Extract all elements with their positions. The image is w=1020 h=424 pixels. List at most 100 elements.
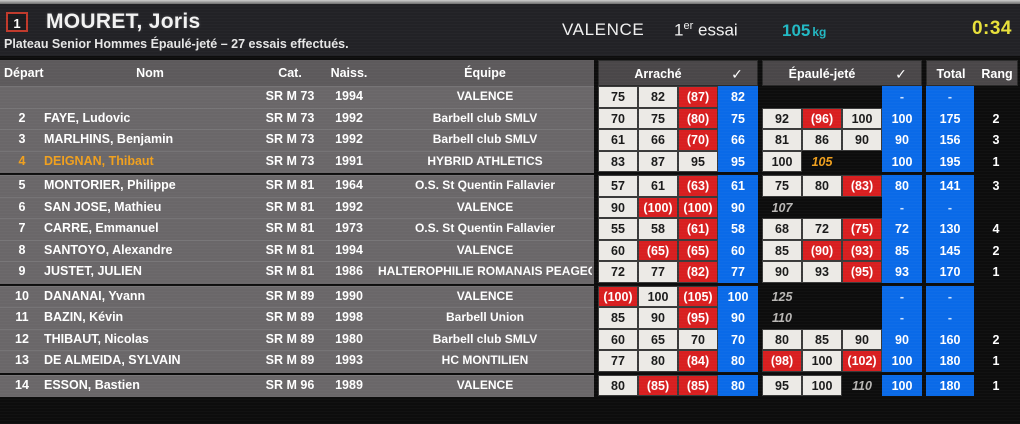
attempt-cell[interactable]: 85	[762, 239, 802, 261]
attempt-cell[interactable]: 100	[762, 150, 802, 172]
attempt-cell[interactable]	[842, 307, 882, 329]
attempt-cell[interactable]	[842, 197, 882, 219]
attempt-cell[interactable]	[802, 197, 842, 219]
attempt-cell[interactable]: (85)	[638, 374, 678, 396]
table-row[interactable]: 4 DEIGNAN, Thibaut SR M 73 1991 HYBRID ATHLE…	[0, 150, 1020, 173]
attempt-cell[interactable]: 110	[772, 311, 792, 325]
attempt-cell[interactable]: 92	[762, 107, 802, 129]
attempt-cell[interactable]: 125	[771, 289, 793, 304]
attempt-cell[interactable]: 65	[638, 328, 678, 350]
attempt-cell[interactable]: 90	[638, 307, 678, 329]
table-row[interactable]: 11 BAZIN, Kévin SR M 89 1998 Barbell Union 85…	[0, 307, 1020, 330]
attempt-cell[interactable]: (100)	[598, 285, 638, 307]
attempt-cell[interactable]: 57	[598, 175, 638, 197]
attempt-cell[interactable]: 70	[678, 328, 718, 350]
table-row[interactable]: 8 SANTOYO, Alexandre SR M 81 1994 VALENCE 60(…	[0, 239, 1020, 262]
table-row[interactable]: 10 DANANAI, Yvann SR M 89 1990 VALENCE (100) 1…	[0, 285, 1020, 308]
attempt-cell[interactable]	[802, 307, 842, 329]
table-row[interactable]: 14 ESSON, Bastien SR M 96 1989 VALENCE 80 (85)…	[0, 374, 1020, 397]
attempt-cell[interactable]: 93	[802, 261, 842, 283]
attempt-cell[interactable]: 100	[802, 350, 842, 372]
attempt-cell[interactable]: (90)	[802, 239, 842, 261]
table-row[interactable]: 2 FAYE, Ludovic SR M 73 1992 Barbell club SM…	[0, 107, 1020, 130]
attempt-cell[interactable]: 85	[598, 307, 638, 329]
attempt-cell[interactable]: (84)	[678, 350, 718, 372]
attempt-cell[interactable]	[762, 86, 802, 108]
attempt-cell[interactable]	[842, 151, 882, 173]
table-row[interactable]: 12 THIBAUT, Nicolas SR M 89 1980 Barbell clu…	[0, 328, 1020, 351]
attempt-cell[interactable]: (63)	[678, 175, 718, 197]
attempt-cell[interactable]: (93)	[842, 239, 882, 261]
attempt-cell[interactable]: (83)	[842, 175, 882, 197]
attempt-cell[interactable]: 58	[638, 218, 678, 240]
attempt-cell[interactable]: (96)	[802, 107, 842, 129]
attempt-cell[interactable]: 80	[598, 374, 638, 396]
table-row[interactable]: 7 CARRE, Emmanuel SR M 81 1973 O.S. St Quent…	[0, 218, 1020, 241]
attempt-cell[interactable]: 90	[598, 196, 638, 218]
attempt-cell[interactable]: 75	[762, 175, 802, 197]
attempt-cell[interactable]: 61	[638, 175, 678, 197]
attempt-cell[interactable]: 80	[762, 328, 802, 350]
attempt-cell[interactable]: 70	[598, 107, 638, 129]
attempt-cell[interactable]: (85)	[678, 374, 718, 396]
attempt-cell[interactable]: 83	[598, 150, 638, 172]
attempt-cell[interactable]	[802, 286, 842, 308]
cell-rank	[974, 197, 1018, 219]
attempt-cell[interactable]: 75	[638, 107, 678, 129]
attempt-cell[interactable]: 90	[842, 328, 882, 350]
attempt-cell[interactable]: (80)	[678, 107, 718, 129]
table-row[interactable]: 6 SAN JOSE, Mathieu SR M 81 1992 VALENCE 90 (1…	[0, 196, 1020, 219]
attempt-cell[interactable]: (65)	[638, 239, 678, 261]
attempt-cell[interactable]: (100)	[638, 196, 678, 218]
attempt-cell[interactable]: 60	[598, 328, 638, 350]
attempt-cell[interactable]: 95	[762, 374, 802, 396]
attempt-cell[interactable]: 60	[598, 239, 638, 261]
attempt-cell[interactable]: 55	[598, 218, 638, 240]
attempt-cell[interactable]: 90	[842, 129, 882, 151]
attempt-cell[interactable]: 77	[638, 261, 678, 283]
attempt-cell[interactable]: 107	[771, 200, 793, 215]
attempt-cell[interactable]: 110	[852, 378, 872, 393]
attempt-cell[interactable]: (98)	[762, 350, 802, 372]
attempt-cell[interactable]	[842, 86, 882, 108]
table-row[interactable]: 9 JUSTET, JULIEN SR M 81 1986 HALTEROPHILIE …	[0, 261, 1020, 284]
attempt-cell[interactable]: 75	[598, 86, 638, 108]
attempt-cell[interactable]: (87)	[678, 86, 718, 108]
attempt-cell[interactable]: 72	[598, 261, 638, 283]
attempt-cell[interactable]: 100	[638, 285, 678, 307]
attempt-cell[interactable]: (70)	[678, 129, 718, 151]
attempt-cell[interactable]: (105)	[678, 285, 718, 307]
attempt-cell[interactable]: 100	[842, 107, 882, 129]
attempt-cell[interactable]: 72	[802, 218, 842, 240]
attempt-cell[interactable]: (100)	[678, 196, 718, 218]
attempt-cell[interactable]: 80	[802, 175, 842, 197]
attempt-cell[interactable]: 68	[762, 218, 802, 240]
attempt-cell[interactable]: (65)	[678, 239, 718, 261]
attempt-cell[interactable]: 66	[638, 129, 678, 151]
attempt-cell[interactable]: (75)	[842, 218, 882, 240]
table-row[interactable]: 13 DE ALMEIDA, SYLVAIN SR M 89 1993 HC MONTI…	[0, 350, 1020, 373]
attempt-cell[interactable]: (95)	[678, 307, 718, 329]
table-row[interactable]: SR M 73 1994 VALENCE 75 82 (87) 82- -	[0, 86, 1020, 109]
table-row[interactable]: 3 MARLHINS, Benjamin SR M 73 1992 Barbell cl…	[0, 129, 1020, 152]
attempt-cell[interactable]: (61)	[678, 218, 718, 240]
attempt-cell[interactable]	[802, 86, 842, 108]
table-row[interactable]: 5 MONTORIER, Philippe SR M 81 1964 O.S. St Q…	[0, 175, 1020, 198]
attempt-cell[interactable]: 61	[598, 129, 638, 151]
attempt-cell[interactable]: (102)	[842, 350, 882, 372]
attempt-cell[interactable]: 95	[678, 150, 718, 172]
attempt-cell[interactable]: 86	[802, 129, 842, 151]
attempt-cell[interactable]: 80	[638, 350, 678, 372]
attempt-cell[interactable]: 105	[811, 154, 833, 169]
attempt-cell[interactable]: (95)	[842, 261, 882, 283]
attempt-cell[interactable]: (82)	[678, 261, 718, 283]
attempt-cell[interactable]: 81	[762, 129, 802, 151]
attempt-cell[interactable]: 87	[638, 150, 678, 172]
attempt-cell[interactable]: 100	[802, 374, 842, 396]
attempt-cell[interactable]: 90	[762, 261, 802, 283]
attempt-cell[interactable]: 85	[802, 328, 842, 350]
cell-team: Barbell club SMLV	[432, 331, 538, 346]
attempt-cell[interactable]	[842, 286, 882, 308]
attempt-cell[interactable]: 82	[638, 86, 678, 108]
attempt-cell[interactable]: 77	[598, 350, 638, 372]
